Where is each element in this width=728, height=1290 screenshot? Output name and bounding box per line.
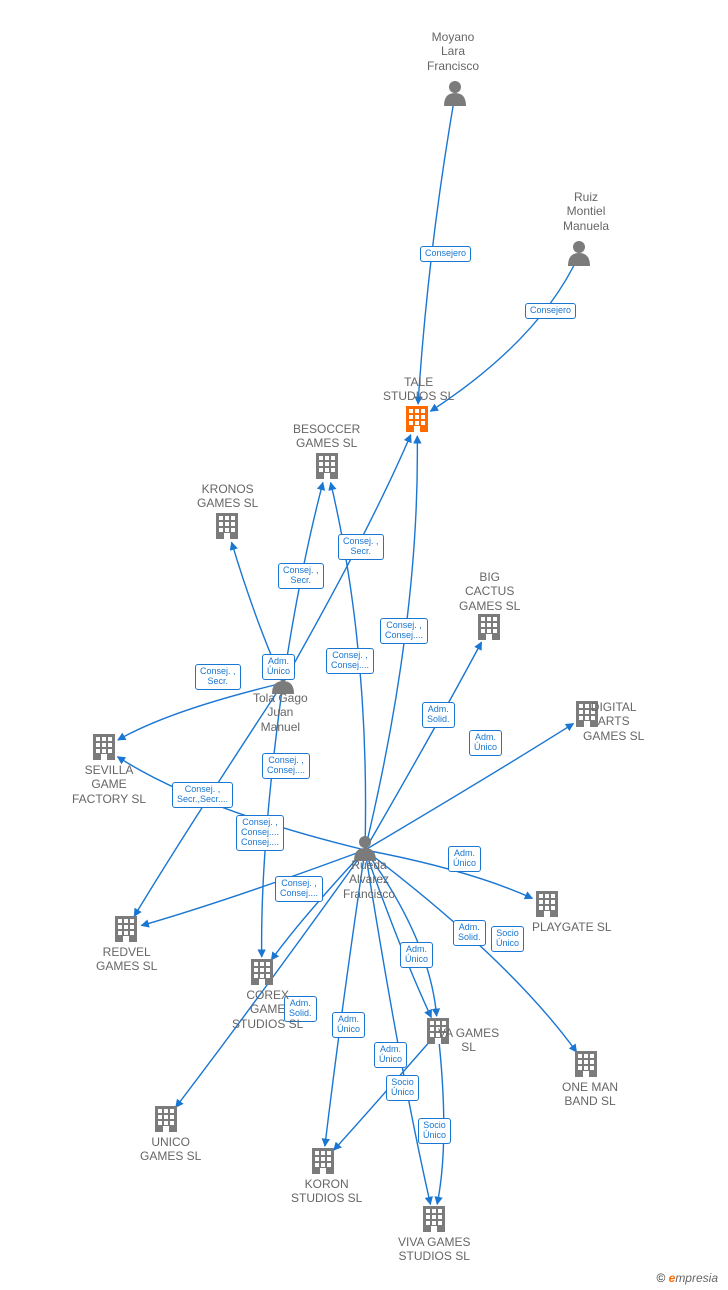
- edge-label: Consejero: [420, 246, 471, 262]
- building-icon[interactable]: [316, 453, 338, 479]
- edge-label: Adm. Solid.: [453, 920, 486, 946]
- building-icon[interactable]: [423, 1206, 445, 1232]
- node-label: Ruiz Montiel Manuela: [563, 190, 609, 233]
- building-icon[interactable]: [406, 406, 428, 432]
- edge-label: Consej. , Secr.: [195, 664, 241, 690]
- person-icon[interactable]: [444, 81, 466, 106]
- edge-label: Adm. Único: [374, 1042, 407, 1068]
- building-icon[interactable]: [575, 1051, 597, 1077]
- edge-label: Consej. , Consej....: [262, 753, 310, 779]
- building-icon[interactable]: [115, 916, 137, 942]
- edge-label: Consejero: [525, 303, 576, 319]
- node-label: VIVA GAMES STUDIOS SL: [398, 1235, 470, 1264]
- edge-label: Consej. , Consej....: [275, 876, 323, 902]
- node-label: BIG CACTUS GAMES SL: [459, 570, 520, 613]
- building-icon[interactable]: [478, 614, 500, 640]
- edge-label: Adm. Solid.: [422, 702, 455, 728]
- node-label: VA GAMES SL: [438, 1026, 499, 1055]
- copyright-symbol: ©: [656, 1271, 665, 1285]
- node-label: KORON STUDIOS SL: [291, 1177, 362, 1206]
- edge-label: Consej. , Consej....: [326, 648, 374, 674]
- edge-label: Consej. , Secr.: [278, 563, 324, 589]
- edge-label: Socio Único: [491, 926, 524, 952]
- building-icon[interactable]: [155, 1106, 177, 1132]
- node-label: UNICO GAMES SL: [140, 1135, 201, 1164]
- network-canvas: [0, 0, 728, 1290]
- node-label: SEVILLA GAME FACTORY SL: [72, 763, 146, 806]
- edge: [365, 850, 430, 1204]
- node-label: KRONOS GAMES SL: [197, 482, 258, 511]
- edge-label: Socio Único: [418, 1118, 451, 1144]
- edge-label: Consej. , Secr.,Secr....: [172, 782, 233, 808]
- node-label: REDVEL GAMES SL: [96, 945, 157, 974]
- node-label: BESOCCER GAMES SL: [293, 422, 360, 451]
- edge-label: Adm. Único: [332, 1012, 365, 1038]
- node-label: COREX GAME STUDIOS SL: [232, 988, 303, 1031]
- edge: [365, 850, 577, 1052]
- node-label: ONE MAN BAND SL: [562, 1080, 618, 1109]
- node-label: Rueda Alvarez Francisco: [343, 858, 395, 901]
- building-icon[interactable]: [536, 891, 558, 917]
- node-label: Tola Gago Juan Manuel: [253, 691, 308, 734]
- node-label: Moyano Lara Francisco: [427, 30, 479, 73]
- edge-label: Adm. Único: [469, 730, 502, 756]
- building-icon[interactable]: [312, 1148, 334, 1174]
- building-icon[interactable]: [216, 513, 238, 539]
- node-label: PLAYGATE SL: [532, 920, 612, 934]
- node-label: DIGITAL ARTS GAMES SL: [583, 700, 644, 743]
- person-icon[interactable]: [568, 241, 590, 266]
- edge-label: Socio Único: [386, 1075, 419, 1101]
- edge-label: Consej. , Consej.... Consej....: [236, 815, 284, 851]
- building-icon[interactable]: [93, 734, 115, 760]
- edge-label: Adm. Único: [400, 942, 433, 968]
- copyright: © empresia: [656, 1271, 718, 1285]
- brand-rest: mpresia: [675, 1271, 718, 1285]
- edge-label: Adm. Único: [448, 846, 481, 872]
- edge-label: Consej. , Consej....: [380, 618, 428, 644]
- node-label: TALE STUDIOS SL: [383, 375, 454, 404]
- edge-label: Adm. Único: [262, 654, 295, 680]
- edge: [365, 642, 481, 850]
- building-icon[interactable]: [251, 959, 273, 985]
- edge-label: Consej. , Secr.: [338, 534, 384, 560]
